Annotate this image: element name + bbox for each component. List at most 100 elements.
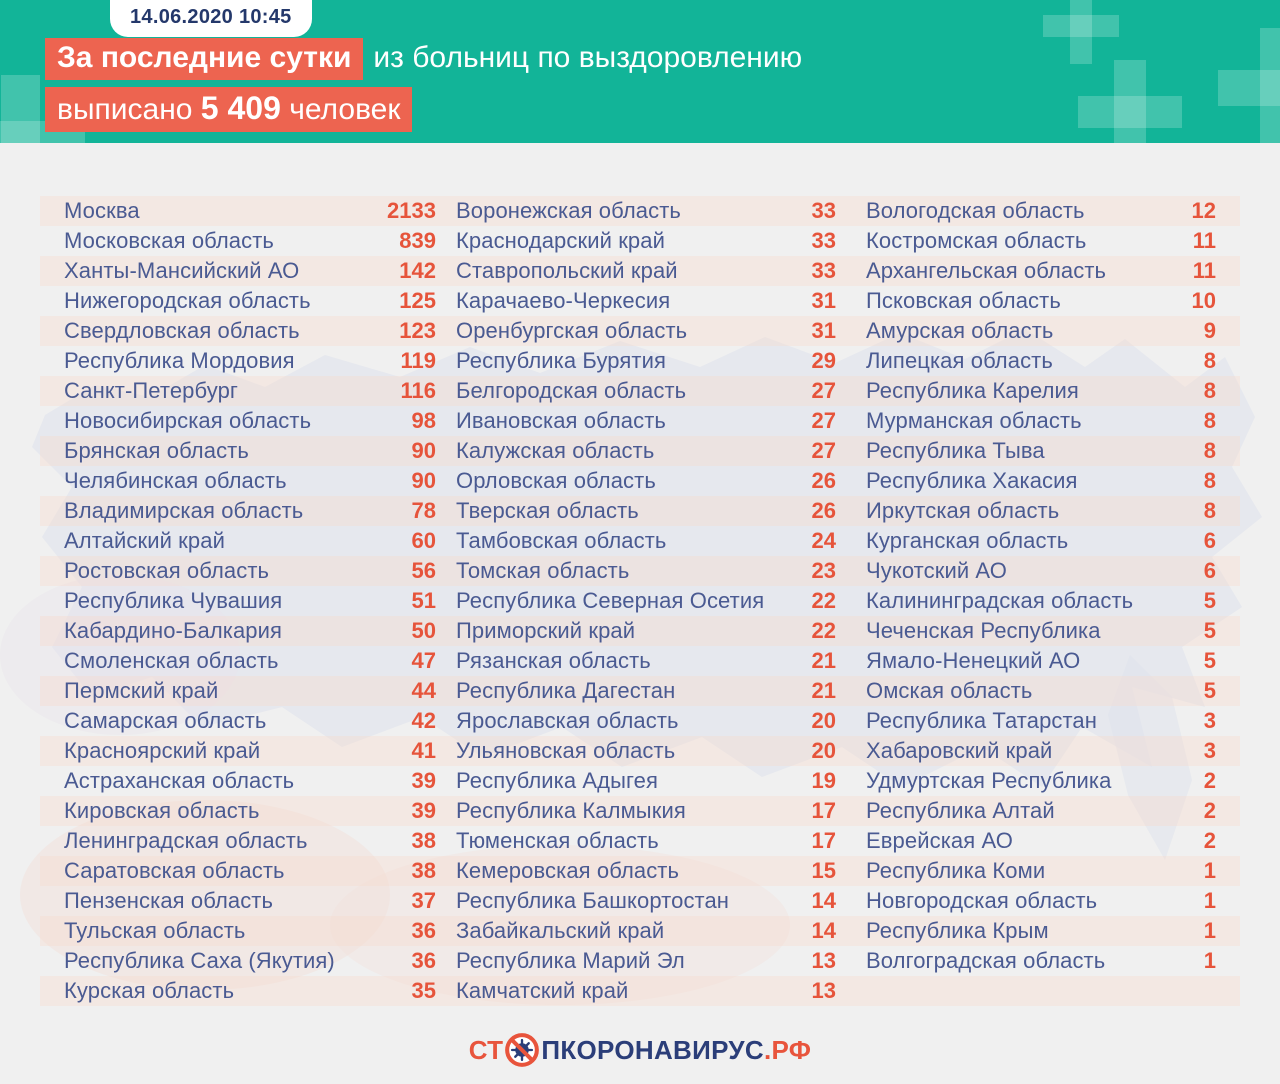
region-cell: Томская область 23 [456,558,836,584]
region-cell: Нижегородская область 125 [64,288,436,314]
region-name: Республика Коми [866,858,1046,883]
table-row: Саратовская область 38 Кемеровская область… [40,856,1240,886]
region-cell: Кировская область 39 [64,798,436,824]
region-cell: Москва 2133 [64,198,436,224]
region-name: Курская область [64,978,235,1003]
region-value: 27 [811,378,836,403]
region-value: 22 [811,618,836,643]
table-row: Самарская область 42 Ярославская область 20… [40,706,1240,736]
region-value: 13 [811,948,836,973]
region-name: Волгоградская область [866,948,1106,973]
table-row: Челябинская область 90 Орловская область 26… [40,466,1240,496]
logo-text-tld: .РФ [763,1034,812,1065]
region-cell: Республика Мордовия 119 [64,348,436,374]
region-cell: Воронежская область 33 [456,198,836,224]
region-value: 27 [811,438,836,463]
region-name: Республика Чувашия [64,588,283,613]
region-name: Московская область [64,228,274,253]
region-value: 3 [1203,708,1216,733]
region-cell: Республика Бурятия 29 [456,348,836,374]
region-cell: Ямало-Ненецкий АО 5 [866,648,1216,674]
region-name: Брянская область [64,438,249,463]
table-row: Республика Саха (Якутия) 36 Республика Мар… [40,946,1240,976]
region-name: Псковская область [866,288,1061,313]
region-name: Ямало-Ненецкий АО [866,648,1081,673]
table-row: Владимирская область 78 Тверская область 26… [40,496,1240,526]
region-cell: Пермский край 44 [64,678,436,704]
region-name: Республика Дагестан [456,678,676,703]
region-value: 1 [1203,858,1216,883]
table-row: Тульская область 36 Забайкальский край 14 Ре… [40,916,1240,946]
table-row: Пензенская область 37 Республика Башкортос… [40,886,1240,916]
region-cell: Калининградская область 5 [866,588,1216,614]
region-name: Новгородская область [866,888,1098,913]
region-cell: Архангельская область 11 [866,258,1216,284]
region-name: Алтайский край [64,528,225,553]
table-row: Свердловская область 123 Оренбургская обла… [40,316,1240,346]
region-value: 31 [811,288,836,313]
region-name: Ивановская область [456,408,666,433]
region-cell: Челябинская область 90 [64,468,436,494]
region-cell: Тюменская область 17 [456,828,836,854]
region-cell: Камчатский край 13 [456,978,836,1004]
region-cell: Республика Саха (Якутия) 36 [64,948,436,974]
region-name: Республика Татарстан [866,708,1098,733]
region-value: 8 [1203,438,1216,463]
region-name: Пермский край [64,678,219,703]
region-name: Курганская область [866,528,1069,553]
region-value: 17 [811,798,836,823]
region-name: Хабаровский край [866,738,1053,763]
region-value: 78 [411,498,436,523]
region-value: 42 [411,708,436,733]
region-name: Иркутская область [866,498,1060,523]
region-value: 29 [811,348,836,373]
region-name: Смоленская область [64,648,279,673]
region-cell: Карачаево-Черкесия 31 [456,288,836,314]
region-value: 119 [400,348,437,373]
region-name: Ханты-Мансийский АО [64,258,300,283]
region-value: 9 [1203,318,1216,343]
region-name: Челябинская область [64,468,287,493]
region-name: Ульяновская область [456,738,676,763]
region-cell: Московская область 839 [64,228,436,254]
region-value: 56 [411,558,436,583]
region-value: 5 [1203,618,1216,643]
table-row: Новосибирская область 98 Ивановская област… [40,406,1240,436]
region-name: Воронежская область [456,198,681,223]
table-row: Нижегородская область 125 Карачаево-Черкес… [40,286,1240,316]
region-name: Мурманская область [866,408,1082,433]
region-value: 1 [1203,918,1216,943]
region-cell: Новосибирская область 98 [64,408,436,434]
region-name: Архангельская область [866,258,1107,283]
table-row: Пермский край 44 Республика Дагестан 21 Омск… [40,676,1240,706]
region-cell: Тверская область 26 [456,498,836,524]
region-value: 31 [811,318,836,343]
region-name: Рязанская область [456,648,651,673]
region-name: Кабардино-Балкария [64,618,283,643]
region-value: 36 [411,918,436,943]
region-name: Оренбургская область [456,318,688,343]
region-name: Вологодская область [866,198,1085,223]
region-name: Республика Калмыкия [456,798,686,823]
region-name: Чеченская Республика [866,618,1101,643]
region-name: Республика Башкортостан [456,888,730,913]
region-name: Еврейская АО [866,828,1013,853]
region-name: Пензенская область [64,888,274,913]
region-name: Астраханская область [64,768,295,793]
region-name: Саратовская область [64,858,285,883]
table-row: Кабардино-Балкария 50 Приморский край 22 Чеч… [40,616,1240,646]
region-value: 14 [811,888,836,913]
table-row: Московская область 839 Краснодарский край 3… [40,226,1240,256]
region-value: 10 [1191,288,1216,313]
title-highlight-2: выписано 5 409 человек [45,87,413,132]
region-cell: Тамбовская область 24 [456,528,836,554]
region-value: 21 [811,678,836,703]
region-name: Республика Тыва [866,438,1045,463]
region-cell: Удмуртская Республика 2 [866,768,1216,794]
region-cell: Иркутская область 8 [866,498,1216,524]
region-value: 90 [411,468,436,493]
region-name: Республика Марий Эл [456,948,685,973]
region-cell: Республика Крым 1 [866,918,1216,944]
region-name: Кировская область [64,798,260,823]
region-value: 1 [1203,888,1216,913]
